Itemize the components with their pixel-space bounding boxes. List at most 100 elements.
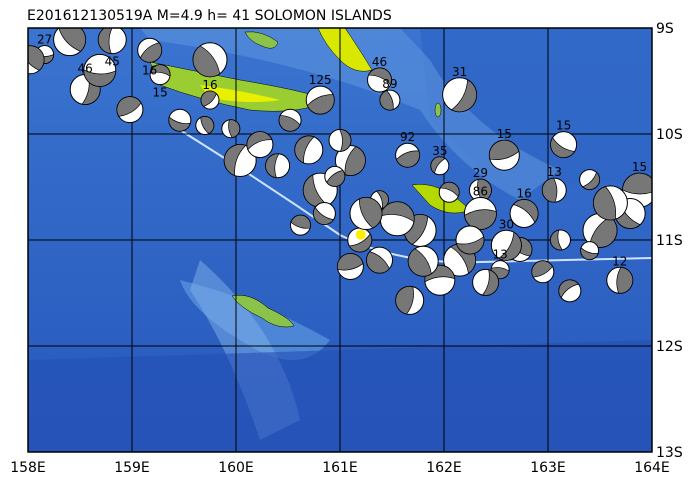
event-depth-label: 15 xyxy=(556,119,571,133)
beachball-icon xyxy=(379,89,401,111)
beachball-icon xyxy=(488,139,520,171)
event-depth-label: 45 xyxy=(105,55,120,69)
beachball-icon xyxy=(490,229,522,261)
lat-tick-label: 9S xyxy=(656,21,674,37)
axis-labels: 158E 159E 160E 161E 162E 163E 164E 9S 10S 11S 12S 1… xyxy=(10,21,683,476)
event-depth-label: 27 xyxy=(37,33,52,47)
lat-tick-label: 11S xyxy=(656,233,683,249)
beachball-icon xyxy=(168,108,192,132)
focal-mechanisms xyxy=(28,28,652,315)
map-frame xyxy=(27,27,653,453)
event-depth-label: 15 xyxy=(152,86,167,100)
map-area xyxy=(28,28,652,452)
beachball-icon xyxy=(531,260,555,284)
island-highland xyxy=(200,85,280,103)
beachball-icon xyxy=(192,42,228,78)
beachball-icon xyxy=(278,108,302,132)
beachball-icon xyxy=(324,165,346,187)
event-labels: 27 45 16 15 16 46 125 46 89 31 15 15 29 35 86 16 13 15 12 1… xyxy=(37,33,647,269)
event-depth-label: 46 xyxy=(372,55,387,69)
beachball-icon xyxy=(116,96,144,124)
event-depth-label: 29 xyxy=(473,166,488,180)
event-depth-label: 15 xyxy=(632,160,647,174)
event-depth-label: 125 xyxy=(309,73,332,87)
beachball-icon xyxy=(349,197,383,230)
island xyxy=(244,31,279,49)
beachball-icon xyxy=(367,67,393,93)
beachball-icon xyxy=(430,156,450,176)
beachball-icon xyxy=(328,128,352,152)
event-depth-label: 13 xyxy=(547,165,562,179)
beachball-icon xyxy=(53,28,87,57)
beachball-icon xyxy=(558,279,582,303)
event-depth-label: 16 xyxy=(142,63,157,77)
event-depth-label: 31 xyxy=(452,65,467,79)
event-depth-label: 86 xyxy=(473,185,488,199)
event-depth-label: 16 xyxy=(202,78,217,92)
beachball-icon xyxy=(395,285,425,315)
beachball-icon xyxy=(200,90,220,110)
beachball-icon xyxy=(334,145,366,176)
beachball-icon xyxy=(407,245,439,277)
beachball-icon xyxy=(149,64,171,86)
beachball-icon xyxy=(579,169,601,191)
map-title: E201612130519A M=4.9 h= 41 SOLOMON ISLAN… xyxy=(27,8,392,24)
grid xyxy=(28,28,652,452)
lon-tick-label: 162E xyxy=(426,460,462,476)
beachball-icon xyxy=(550,131,578,159)
event-depth-label: 30 xyxy=(499,217,514,231)
beachball-icon xyxy=(97,28,127,55)
event-depth-label: 15 xyxy=(497,127,512,141)
beachball-icon xyxy=(366,246,394,274)
lat-tick-label: 10S xyxy=(656,127,683,143)
beachball-icon xyxy=(395,142,421,168)
event-depth-label: 46 xyxy=(78,61,93,75)
beachball-icon xyxy=(455,225,485,255)
lon-tick-label: 159E xyxy=(114,460,150,476)
beachball-icon xyxy=(472,268,500,296)
beachball-icon xyxy=(195,116,215,136)
rennell-island xyxy=(231,295,295,328)
beachball-icon xyxy=(580,241,600,261)
beachball-icon xyxy=(541,177,567,203)
lat-tick-label: 12S xyxy=(656,339,683,355)
beachball-icon xyxy=(463,197,497,230)
beachball-icon xyxy=(137,37,163,63)
event-depth-label: 92 xyxy=(400,130,415,144)
beachball-icon xyxy=(592,185,628,221)
lon-tick-label: 160E xyxy=(218,460,254,476)
beachball-icon xyxy=(246,131,274,159)
beachball-icon xyxy=(336,253,364,280)
beachball-icon xyxy=(549,229,571,251)
beachball-icon xyxy=(438,181,460,203)
beachball-icon xyxy=(28,45,45,75)
island xyxy=(317,28,373,72)
beachball-icon xyxy=(294,135,324,165)
island xyxy=(434,102,442,118)
beachball-icon xyxy=(305,85,335,115)
beachball-icon xyxy=(312,202,336,225)
epicenter-marker xyxy=(355,229,366,240)
beachball-icon xyxy=(83,53,117,87)
lat-tick-label: 13S xyxy=(656,445,683,461)
event-depth-label: 12 xyxy=(612,254,627,268)
beachball-icon xyxy=(289,214,311,236)
beachball-icon xyxy=(221,119,241,139)
beachball-icon xyxy=(347,227,373,253)
beachball-icon xyxy=(379,201,415,237)
event-depth-label: 13 xyxy=(493,248,508,262)
event-depth-label: 89 xyxy=(382,77,397,91)
lon-tick-label: 164E xyxy=(634,460,670,476)
beachball-icon xyxy=(468,178,492,202)
beachball-icon xyxy=(442,77,478,113)
beachball-icon xyxy=(509,199,539,228)
lon-tick-label: 161E xyxy=(322,460,358,476)
event-depth-label: 35 xyxy=(432,144,447,158)
beachball-icon xyxy=(606,266,634,294)
event-depth-label: 16 xyxy=(516,187,531,201)
beachball-icon xyxy=(265,153,291,179)
beachball-icon xyxy=(223,144,257,177)
lon-tick-label: 163E xyxy=(530,460,566,476)
lon-tick-label: 158E xyxy=(10,460,46,476)
